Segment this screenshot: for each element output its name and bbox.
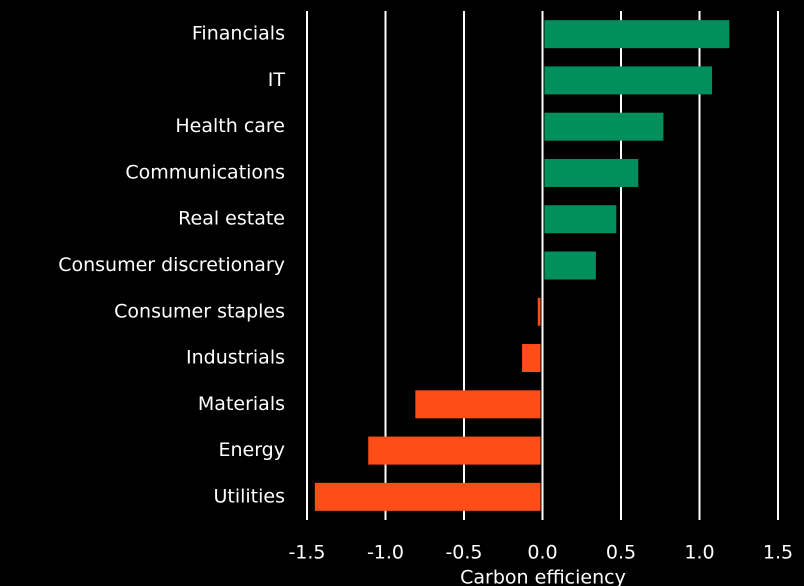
bar — [544, 158, 639, 187]
y-tick-label: Energy — [218, 439, 285, 461]
bar — [368, 436, 541, 465]
x-tick-label: 1.0 — [684, 542, 714, 564]
y-tick-label: Industrials — [186, 347, 285, 369]
y-tick-label: Consumer discretionary — [58, 254, 285, 276]
y-tick-label: Materials — [198, 393, 285, 415]
x-axis-label: Carbon efficiency — [460, 567, 626, 586]
y-tick-label: Communications — [125, 161, 285, 183]
y-tick-label: Financials — [192, 23, 285, 45]
x-tick-label: 1.5 — [763, 542, 793, 564]
bar — [544, 112, 664, 141]
bar — [544, 251, 596, 280]
bar — [544, 205, 617, 234]
bar — [544, 20, 730, 49]
y-tick-label: IT — [268, 69, 286, 91]
y-tick-label: Real estate — [178, 208, 285, 230]
x-tick-label: -1.0 — [367, 542, 404, 564]
bar — [415, 390, 541, 419]
bar — [314, 482, 541, 511]
bar — [537, 297, 541, 326]
x-tick-label: 0.0 — [527, 542, 557, 564]
x-tick-label: -0.5 — [445, 542, 482, 564]
y-tick-label: Health care — [175, 115, 285, 137]
bar — [544, 66, 713, 95]
x-tick-label: -1.5 — [288, 542, 325, 564]
bar — [522, 344, 541, 373]
y-tick-label: Utilities — [213, 485, 285, 507]
y-tick-label: Consumer staples — [114, 300, 285, 322]
x-tick-label: 0.5 — [606, 542, 636, 564]
